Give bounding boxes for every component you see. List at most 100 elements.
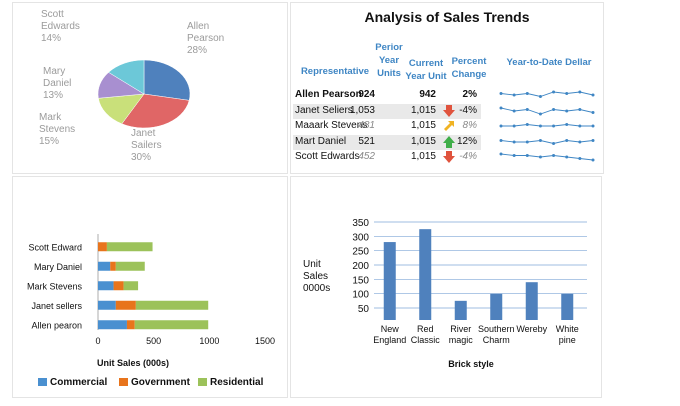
pie-label-name: Stevens <box>39 124 75 135</box>
y-tick-label: 150 <box>352 275 369 286</box>
y-tick-label: 350 <box>352 218 369 229</box>
bar-segment-government <box>110 261 116 271</box>
category-label: Classic <box>411 335 441 345</box>
category-label: River <box>450 324 471 334</box>
x-tick-label: 0 <box>95 336 100 346</box>
sparkline-point <box>538 138 542 142</box>
sparkline-point <box>565 92 569 95</box>
bar-segment-residential <box>135 300 209 310</box>
y-axis-title: Unit <box>303 259 321 270</box>
bar-segment-commercial <box>98 300 116 310</box>
sparkline <box>499 152 595 162</box>
arrow-shape <box>443 104 455 117</box>
sparkline-point <box>538 95 542 98</box>
sparkline-point <box>552 90 556 94</box>
cell-representative: Scott Edwards <box>295 151 360 162</box>
arrow-down-icon <box>443 104 455 117</box>
legend-swatch <box>38 378 47 387</box>
sparkline-path <box>501 124 593 127</box>
cell-prior-units: 1,053 <box>349 104 375 116</box>
header-prior-line3: Units <box>377 68 401 79</box>
category-label: White <box>556 324 579 334</box>
sparkline-point <box>538 112 542 115</box>
category-label: Mark Stevens <box>27 281 83 291</box>
sparkline-point <box>565 138 569 142</box>
sparkline <box>499 90 595 98</box>
chart-title: Brick style <box>448 359 494 369</box>
legend-swatch <box>198 378 207 387</box>
pie-label-percent: 28% <box>187 45 207 56</box>
category-label: Southern <box>478 324 515 334</box>
y-tick-label: 250 <box>352 247 369 258</box>
sparkline-point <box>512 154 516 157</box>
bar <box>383 242 396 320</box>
legend-label: Residential <box>210 377 264 388</box>
cell-percent-change: 12% <box>456 135 477 147</box>
cell-percent-change: -4% <box>459 151 477 162</box>
x-axis-title: Unit Sales (000s) <box>97 358 169 368</box>
sparkline-point <box>499 106 503 109</box>
bar-segment-commercial <box>98 281 114 291</box>
sparkline-point <box>512 124 516 128</box>
header-prior-line1: Perior <box>375 42 403 53</box>
category-label: Mary Daniel <box>34 262 82 272</box>
sparkline-path <box>500 91 594 97</box>
header-percent-line1: Percent <box>451 56 487 67</box>
bar-segment-residential <box>123 281 139 291</box>
y-tick-label: 100 <box>352 290 369 301</box>
table-row: Scott Edwards 452 1,015 -4% <box>293 150 481 165</box>
pie-slice <box>121 93 190 129</box>
pie-label-percent: 14% <box>41 33 61 44</box>
header-percent-line2: Change <box>451 69 487 80</box>
cell-current-units: 942 <box>419 89 436 100</box>
cell-representative: Janet Seliers <box>295 104 353 116</box>
sparkline-point <box>525 140 529 143</box>
header-current-line1: Current <box>408 58 444 69</box>
category-label: pine <box>559 335 576 345</box>
arrow-shape <box>443 135 455 148</box>
category-label: Allen pearon <box>31 320 82 330</box>
y-tick-label: 200 <box>352 261 369 272</box>
sparkline-point <box>512 140 516 143</box>
bar <box>454 300 467 320</box>
sparkline-path <box>500 153 594 161</box>
bar-segment-government <box>113 281 124 291</box>
sparkline-point <box>565 155 569 159</box>
sales-trends-panel: Analysis of Sales Trends Representative … <box>290 2 604 174</box>
cell-current-units: 1,015 <box>410 151 436 162</box>
sparkline-point <box>499 152 503 156</box>
category-label: Red <box>417 324 434 334</box>
sparkline-point <box>499 92 503 95</box>
pie-label-name: Scott <box>41 9 64 20</box>
cell-percent-change: -4% <box>459 104 477 116</box>
pie-label-percent: 30% <box>131 152 151 163</box>
bar-segment-commercial <box>98 261 111 271</box>
cell-prior-units: 924 <box>358 89 375 100</box>
pie-label-name: Allen <box>187 21 209 32</box>
sparkline-point <box>591 110 595 114</box>
sparkline-point <box>578 140 582 143</box>
arrow-shape <box>444 121 454 131</box>
sparkline-point <box>591 158 595 162</box>
x-tick-label: 1500 <box>255 336 275 346</box>
sparkline-point <box>525 107 529 111</box>
bar <box>490 293 503 320</box>
arrow-down-icon <box>443 151 455 163</box>
bar-segment-government <box>98 242 107 252</box>
pie-label-name: Mary <box>43 66 65 77</box>
sparkline-point <box>512 109 516 112</box>
y-axis-title: 0000s <box>303 283 330 294</box>
table-row: Maaark Stevens 481 1,015 8% <box>293 119 481 134</box>
sparkline <box>499 138 595 145</box>
cell-representative: Allen Pearson <box>295 89 362 100</box>
cell-prior-units: 521 <box>358 135 375 147</box>
cell-percent-change: 2% <box>462 89 477 100</box>
legend-item-residential: Residential <box>198 377 263 388</box>
cell-prior-units: 452 <box>358 151 375 162</box>
pie-slice <box>108 59 145 95</box>
sparkline-point <box>591 93 595 97</box>
pie-label-name: Janet <box>131 128 156 139</box>
sparkline-point <box>591 124 595 128</box>
x-tick-label: 500 <box>146 336 161 346</box>
